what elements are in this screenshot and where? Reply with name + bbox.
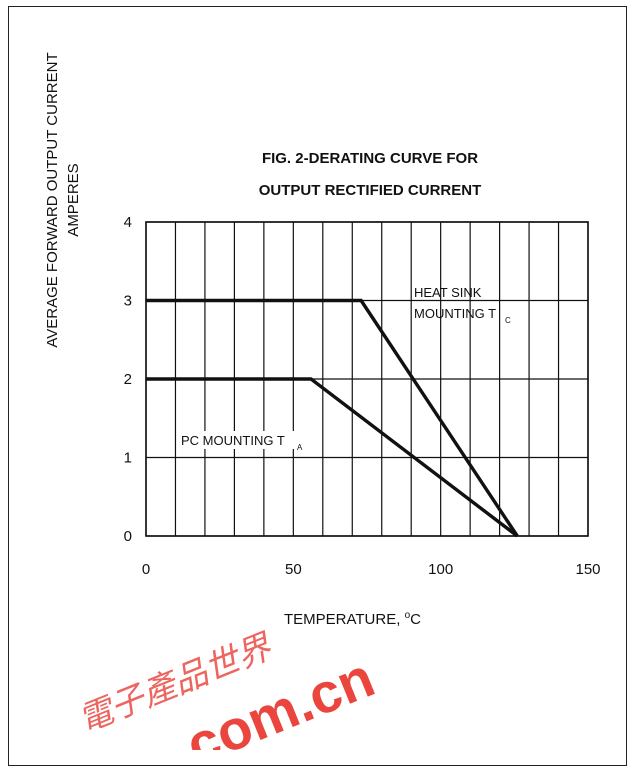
x-axis-label-text: TEMPERATURE, bbox=[284, 611, 405, 628]
y-tick-label: 2 bbox=[124, 371, 132, 388]
chart-title-line2: OUTPUT RECTIFIED CURRENT bbox=[258, 182, 482, 199]
series-label-heat-sink-subscript: C bbox=[505, 316, 511, 325]
series-label-pc-mounting: PC MOUNTING T bbox=[181, 433, 285, 448]
series-label-heat-sink-line1: HEAT SINK bbox=[414, 285, 482, 300]
x-axis-unit: C bbox=[410, 611, 421, 628]
x-tick-label: 100 bbox=[428, 561, 453, 578]
x-axis-degree-sign: o bbox=[404, 610, 411, 621]
series-line-pc-mounting bbox=[146, 377, 519, 538]
series-label-pc-subscript: A bbox=[297, 443, 303, 452]
series-line-heat-sink bbox=[146, 298, 519, 537]
y-tick-label: 0 bbox=[124, 528, 132, 545]
y-tick-label: 1 bbox=[124, 450, 132, 467]
derating-chart: 0 1 2 3 4 0 50 100 150 HEAT SINK MOUNTING T C PC MOU… bbox=[124, 214, 601, 578]
series-label-pc-background bbox=[178, 431, 300, 449]
x-tick-label: 0 bbox=[142, 561, 150, 578]
series-label-heat-sink-line2: MOUNTING T bbox=[414, 306, 496, 321]
chart-title-line1: FIG. 2-DERATING CURVE FOR bbox=[261, 150, 479, 167]
y-tick-label: 3 bbox=[124, 293, 132, 310]
y-tick-label: 4 bbox=[124, 214, 132, 231]
x-axis-label: TEMPERATURE, oC bbox=[284, 610, 421, 628]
x-tick-label: 150 bbox=[575, 561, 600, 578]
x-tick-label: 50 bbox=[285, 561, 302, 578]
